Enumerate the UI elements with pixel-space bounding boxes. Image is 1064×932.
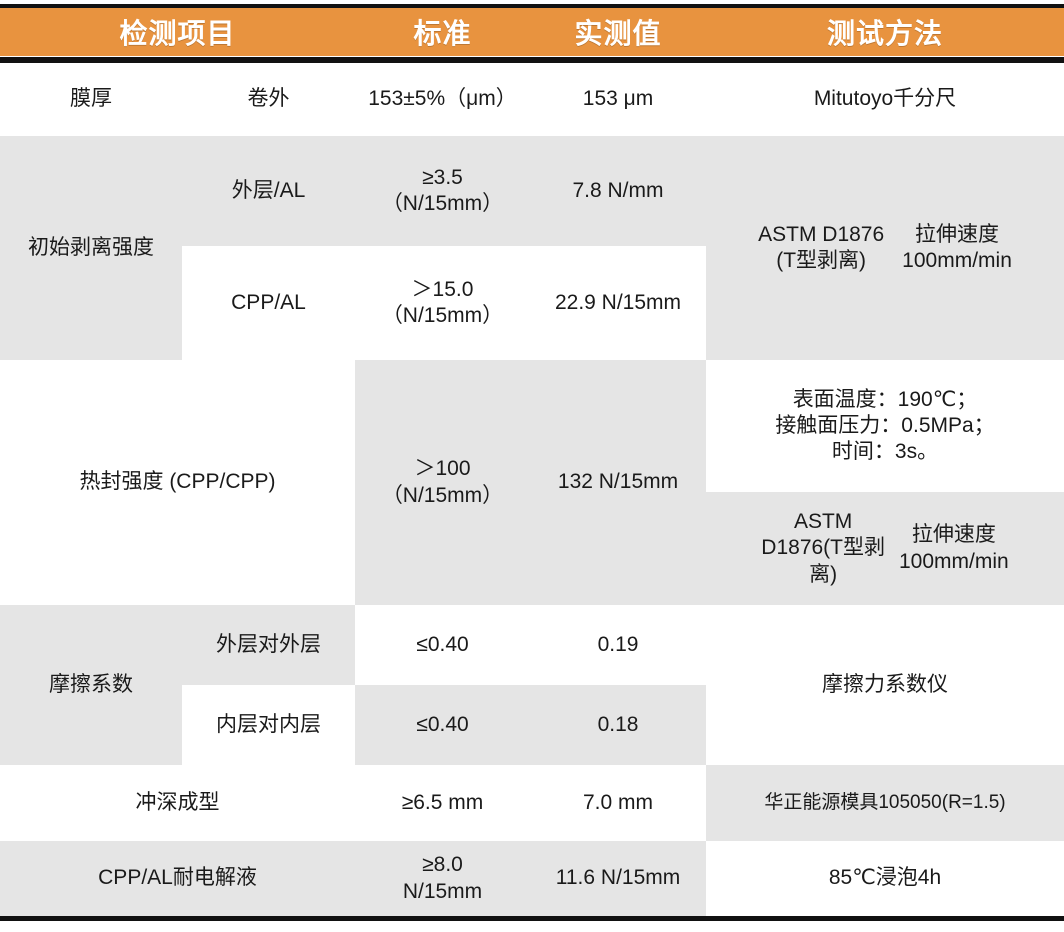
- cell-item-heat-seal-strength: 热封强度 (CPP/CPP): [0, 360, 355, 605]
- cell-method-heat-seal-standard: ASTM D1876(T型剥 离) 拉伸速度 100mm/min: [706, 492, 1064, 605]
- cell-standard-deep-draw-forming: ≥6.5 mm: [355, 765, 530, 841]
- cell-measured-heat-seal-strength: 132 N/15mm: [530, 360, 706, 605]
- cell-item-film-thickness: 膜厚: [0, 63, 182, 135]
- table-top-border: [0, 4, 1064, 9]
- cell-item-initial-peel-strength: 初始剥离强度: [0, 136, 182, 360]
- column-header-measured: 实测值: [574, 18, 662, 49]
- column-header-item: 检测项目: [119, 18, 236, 49]
- cell-subitem-outer-al: 外层/AL: [182, 136, 355, 246]
- cell-standard-inner-to-inner: ≤0.40: [355, 685, 530, 765]
- cell-measured-outer-al: 7.8 N/mm: [530, 136, 706, 246]
- cell-method-friction-coefficient: 摩擦力系数仪: [706, 605, 1064, 765]
- cell-standard-cpp-al: ＞15.0 （N/15mm）: [355, 246, 530, 360]
- cell-item-friction-coefficient: 摩擦系数: [0, 605, 182, 765]
- cell-measured-deep-draw-forming: 7.0 mm: [530, 765, 706, 841]
- method-standard-astm-d1876-t-peel: ASTM D1876(T型剥 离): [761, 510, 885, 586]
- cell-subitem-cpp-al: CPP/AL: [182, 246, 355, 360]
- cell-measured-outer-to-outer: 0.19: [530, 605, 706, 685]
- column-header-standard: 标准: [413, 18, 472, 49]
- cell-method-initial-peel-strength: ASTM D1876 (T型剥离) 拉伸速度 100mm/min: [706, 136, 1064, 360]
- method-tensile-speed-heat-seal: 拉伸速度 100mm/min: [899, 523, 1009, 573]
- cell-measured-film-thickness: 153 μm: [530, 63, 706, 135]
- cell-method-heat-seal-conditions: 表面温度：190℃； 接触面压力：0.5MPa； 时间：3s。: [706, 360, 1064, 492]
- cell-item-deep-draw-forming: 冲深成型: [0, 765, 355, 841]
- table-header-bottom-border: [0, 57, 1064, 63]
- cell-standard-outer-al: ≥3.5 （N/15mm）: [355, 136, 530, 246]
- cell-standard-heat-seal-strength: ＞100 （N/15mm）: [355, 360, 530, 605]
- cell-measured-inner-to-inner: 0.18: [530, 685, 706, 765]
- cell-standard-outer-to-outer: ≤0.40: [355, 605, 530, 685]
- cell-standard-film-thickness: 153±5%（μm）: [355, 63, 530, 135]
- cell-method-film-thickness: Mitutoyo千分尺: [706, 63, 1064, 135]
- cell-method-electrolyte-resistance: 85℃浸泡4h: [706, 841, 1064, 916]
- cell-subitem-outer-to-outer: 外层对外层: [182, 605, 355, 685]
- method-standard-astm-d1876: ASTM D1876 (T型剥离): [758, 222, 885, 272]
- cell-method-deep-draw-forming: 华正能源模具105050(R=1.5): [706, 765, 1064, 841]
- cell-item-electrolyte-resistance: CPP/AL耐电解液: [0, 841, 355, 916]
- cell-measured-cpp-al: 22.9 N/15mm: [530, 246, 706, 360]
- table-header-band: [0, 8, 1064, 56]
- cell-measured-electrolyte-resistance: 11.6 N/15mm: [530, 841, 706, 916]
- method-tensile-speed: 拉伸速度 100mm/min: [902, 222, 1012, 272]
- cell-subitem-outer-roll: 卷外: [182, 63, 355, 135]
- column-header-method: 测试方法: [826, 18, 943, 49]
- cell-subitem-inner-to-inner: 内层对内层: [182, 685, 355, 765]
- table-bottom-border: [0, 916, 1064, 921]
- cell-standard-electrolyte-resistance: ≥8.0 N/15mm: [355, 841, 530, 916]
